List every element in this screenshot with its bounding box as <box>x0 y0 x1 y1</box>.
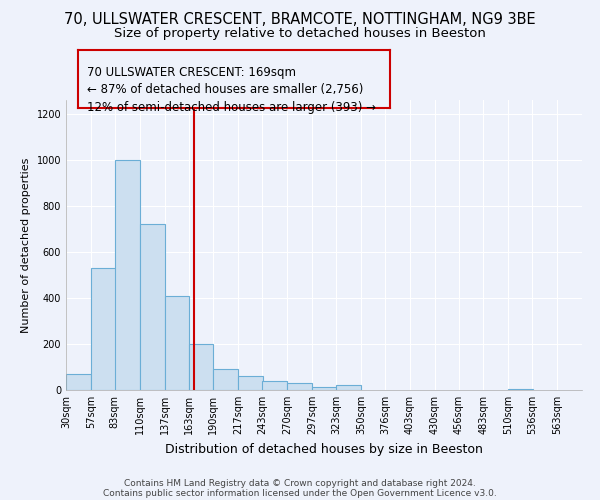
Text: Size of property relative to detached houses in Beeston: Size of property relative to detached ho… <box>114 28 486 40</box>
Bar <box>262 381 287 390</box>
Bar <box>336 386 361 390</box>
Text: Contains public sector information licensed under the Open Government Licence v3: Contains public sector information licen… <box>103 488 497 498</box>
X-axis label: Distribution of detached houses by size in Beeston: Distribution of detached houses by size … <box>165 442 483 456</box>
Text: 12% of semi-detached houses are larger (393) →: 12% of semi-detached houses are larger (… <box>88 100 376 114</box>
Text: Contains HM Land Registry data © Crown copyright and database right 2024.: Contains HM Land Registry data © Crown c… <box>124 478 476 488</box>
Bar <box>164 296 190 390</box>
Bar <box>188 344 214 390</box>
Text: ← 87% of detached houses are smaller (2,756): ← 87% of detached houses are smaller (2,… <box>88 84 364 96</box>
Bar <box>91 268 116 390</box>
Bar <box>312 386 337 390</box>
Bar <box>140 224 164 390</box>
Bar <box>287 383 312 390</box>
Text: 70 ULLSWATER CRESCENT: 169sqm: 70 ULLSWATER CRESCENT: 169sqm <box>88 66 296 79</box>
Bar <box>508 389 533 390</box>
Text: 70, ULLSWATER CRESCENT, BRAMCOTE, NOTTINGHAM, NG9 3BE: 70, ULLSWATER CRESCENT, BRAMCOTE, NOTTIN… <box>64 12 536 28</box>
Bar <box>238 376 263 390</box>
Y-axis label: Number of detached properties: Number of detached properties <box>21 158 31 332</box>
Bar <box>66 374 91 390</box>
Bar <box>214 370 238 390</box>
Bar <box>115 160 140 390</box>
